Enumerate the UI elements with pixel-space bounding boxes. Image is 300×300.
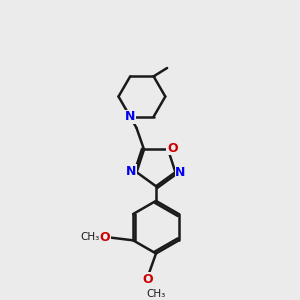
Text: N: N (126, 165, 137, 178)
Text: CH₃: CH₃ (80, 232, 100, 242)
Text: CH₃: CH₃ (146, 289, 166, 299)
Text: O: O (167, 142, 178, 155)
Text: O: O (142, 273, 153, 286)
Text: N: N (175, 166, 186, 179)
Text: N: N (125, 110, 135, 123)
Text: O: O (100, 231, 110, 244)
